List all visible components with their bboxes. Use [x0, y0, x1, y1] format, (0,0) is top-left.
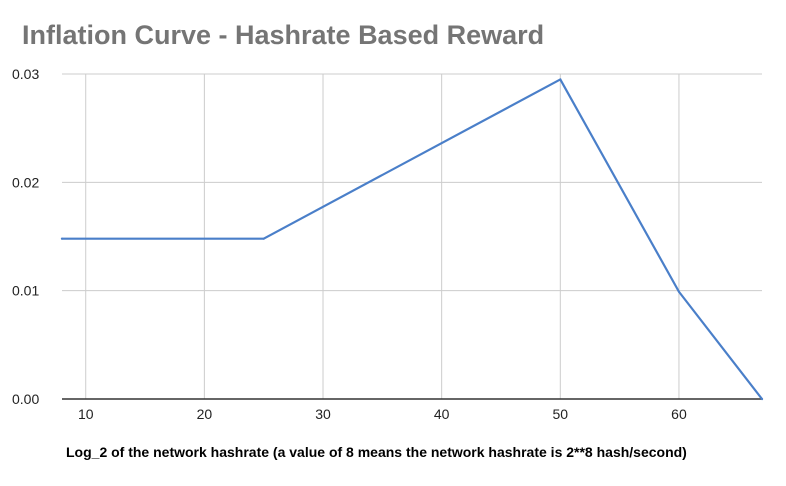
y-tick-label: 0.02	[12, 174, 39, 190]
tick-labels: 0.00 0.01 0.02 0.03 10 20 30 40 50 60	[12, 66, 687, 422]
data-point	[677, 290, 681, 293]
data-point	[262, 237, 265, 240]
x-tick-label: 60	[671, 406, 687, 422]
chart-title: Inflation Curve - Hashrate Based Reward	[22, 20, 545, 50]
series-line	[60, 78, 764, 401]
x-tick-label: 30	[315, 406, 331, 422]
grid	[62, 73, 762, 399]
data-point	[760, 397, 764, 401]
x-tick-label: 50	[553, 406, 569, 422]
data-point	[559, 78, 562, 81]
data-point	[60, 237, 64, 240]
x-axis-label: Log_2 of the network hashrate (a value o…	[66, 444, 687, 460]
x-tick-label: 40	[434, 406, 450, 422]
y-tick-label: 0.01	[12, 283, 39, 299]
y-tick-label: 0.03	[12, 66, 39, 82]
x-tick-label: 20	[197, 406, 213, 422]
y-tick-label: 0.00	[12, 391, 39, 407]
series	[60, 78, 764, 401]
x-tick-label: 10	[78, 406, 94, 422]
